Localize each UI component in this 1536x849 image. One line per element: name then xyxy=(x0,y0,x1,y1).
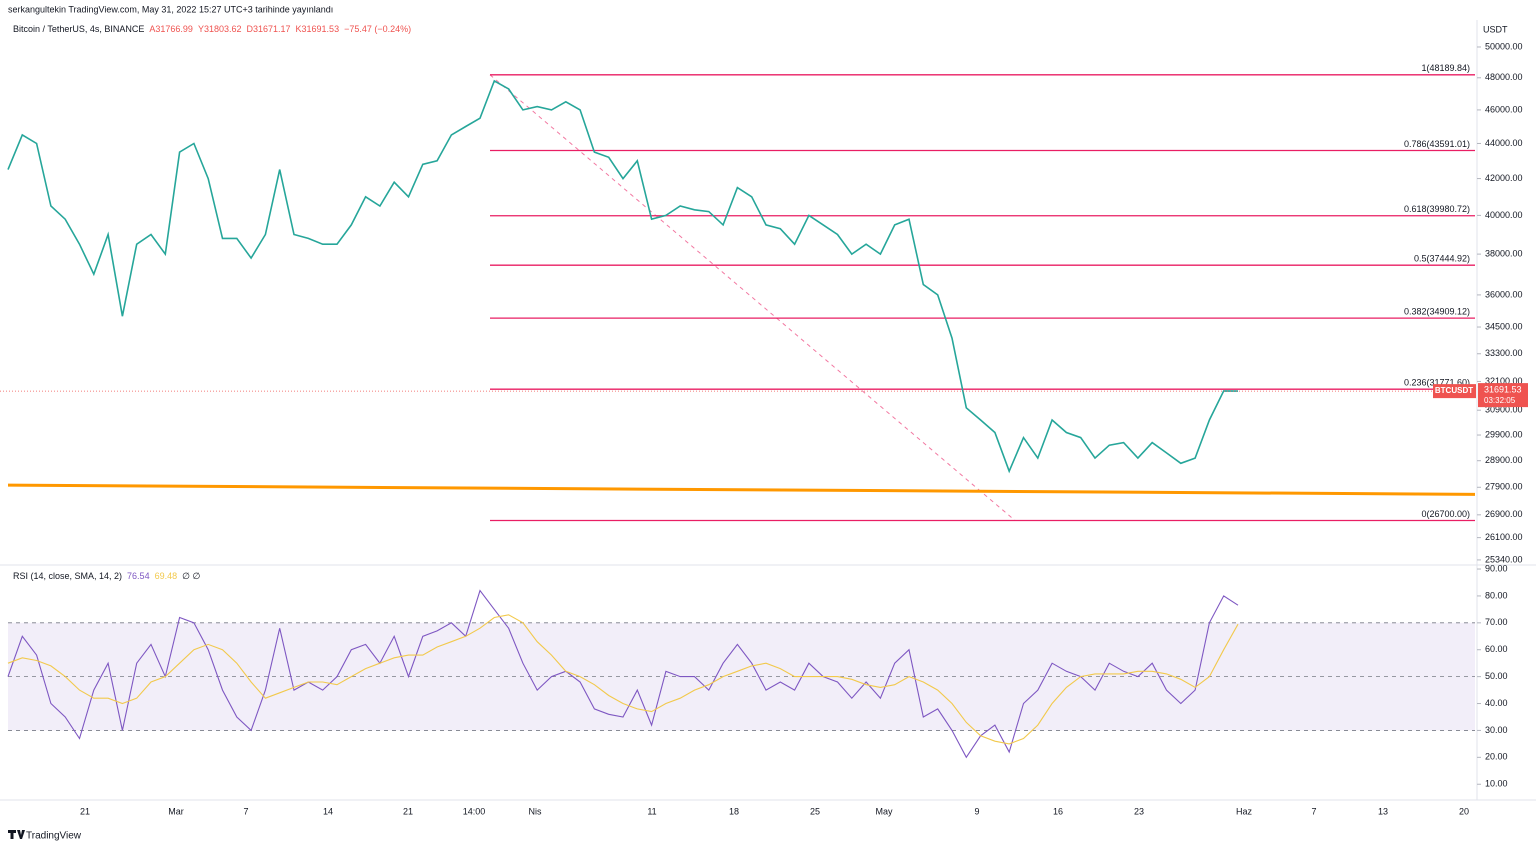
series-line xyxy=(7,589,1239,759)
y-tick-label: 46000.00 xyxy=(1485,104,1523,114)
publisher: serkangultekin TradingView.com, May 31, … xyxy=(8,4,333,14)
x-tick-label: Haz xyxy=(1236,806,1253,816)
y-tick-label: 30900.00 xyxy=(1485,405,1523,415)
y-tick-label: 70.00 xyxy=(1485,617,1508,627)
x-tick-label: 14 xyxy=(323,806,333,816)
x-tick-label: 14:00 xyxy=(463,806,486,816)
price-tag-label: 31691.53 xyxy=(1484,384,1522,394)
brand-logo xyxy=(8,830,25,839)
y-tick-label: 40000.00 xyxy=(1485,210,1523,220)
y-tick-label: 38000.00 xyxy=(1485,248,1523,258)
y-tick-label: 60.00 xyxy=(1485,644,1508,654)
rsi-legend-value: 76.54 xyxy=(127,571,150,581)
fib-label: 0.5(37444.92) xyxy=(1414,254,1470,264)
y-tick-label: 50.00 xyxy=(1485,671,1508,681)
y-tick-label: 27900.00 xyxy=(1485,482,1523,492)
rsi-band xyxy=(8,622,1475,731)
axis-unit: USDT xyxy=(1483,24,1508,34)
x-tick-label: 23 xyxy=(1134,806,1144,816)
ohlc-value: Y31803.62 xyxy=(198,24,242,34)
rsi-legend-tail: ∅ ∅ xyxy=(182,571,200,581)
series-line xyxy=(7,79,1239,474)
fib-label: 0(26700.00) xyxy=(1421,509,1470,519)
ohlc-value: K31691.53 xyxy=(296,24,340,34)
x-tick-label: 11 xyxy=(647,806,656,816)
x-tick-label: 18 xyxy=(729,806,739,816)
fib-diagonal xyxy=(489,74,1016,521)
x-tick-label: 21 xyxy=(403,806,413,816)
fib-label: 0.236(31771.60) xyxy=(1404,378,1470,388)
y-tick-label: 80.00 xyxy=(1485,590,1508,600)
symbol-tag-label: BTCUSDT xyxy=(1435,386,1473,395)
y-tick-label: 26900.00 xyxy=(1485,509,1523,519)
series-line xyxy=(7,614,1239,745)
y-tick-label: 10.00 xyxy=(1485,779,1508,789)
rsi-legend-value: 69.48 xyxy=(155,571,178,581)
y-tick-label: 29900.00 xyxy=(1485,429,1523,439)
y-tick-label: 33300.00 xyxy=(1485,348,1523,358)
y-tick-label: 40.00 xyxy=(1485,698,1508,708)
y-tick-label: 32100.00 xyxy=(1485,376,1523,386)
x-tick-label: 13 xyxy=(1378,806,1388,816)
trendline xyxy=(7,483,1476,496)
y-tick-label: 36000.00 xyxy=(1485,289,1523,299)
rsi-title: RSI (14, close, SMA, 14, 2) xyxy=(13,571,122,581)
x-tick-label: Mar xyxy=(168,806,184,816)
x-tick-label: 25 xyxy=(810,806,820,816)
fib-label: 0.382(34909.12) xyxy=(1404,307,1470,317)
y-tick-label: 90.00 xyxy=(1485,563,1508,573)
fib-label: 0.786(43591.01) xyxy=(1404,139,1470,149)
ohlc-value: D31671.17 xyxy=(246,24,290,34)
countdown: 03:32:05 xyxy=(1484,396,1516,405)
x-tick-label: 9 xyxy=(974,806,979,816)
x-tick-label: 21 xyxy=(80,806,90,816)
chart-title: Bitcoin / TetherUS, 4s, BINANCE A31766.99… xyxy=(13,24,411,34)
y-tick-label: 30.00 xyxy=(1485,725,1508,735)
symbol: Bitcoin / TetherUS, 4s, BINANCE xyxy=(13,24,144,34)
y-tick-label: 44000.00 xyxy=(1485,138,1523,148)
rsi-legend: RSI (14, close, SMA, 14, 2) 76.54 69.48 ∅ ∅ xyxy=(13,571,200,581)
x-tick-label: May xyxy=(875,806,893,816)
y-tick-label: 42000.00 xyxy=(1485,173,1523,183)
x-tick-label: 16 xyxy=(1053,806,1063,816)
price-tag xyxy=(1478,383,1528,408)
y-tick-label: 25340.00 xyxy=(1485,554,1523,564)
y-tick-label: 50000.00 xyxy=(1485,41,1523,51)
y-tick-label: 34500.00 xyxy=(1485,321,1523,331)
y-tick-label: 48000.00 xyxy=(1485,72,1523,82)
x-tick-label: 20 xyxy=(1459,806,1469,816)
x-tick-label: Nis xyxy=(529,806,542,816)
fib-label: 0.618(39980.72) xyxy=(1404,204,1470,214)
x-tick-label: 7 xyxy=(243,806,248,816)
y-tick-label: 28900.00 xyxy=(1485,455,1523,465)
y-tick-label: 20.00 xyxy=(1485,752,1508,762)
fib-label: 1(48189.84) xyxy=(1421,63,1470,73)
ohlc-value: −75.47 (−0.24%) xyxy=(344,24,411,34)
ohlc-value: A31766.99 xyxy=(149,24,193,34)
y-tick-label: 26100.00 xyxy=(1485,532,1523,542)
x-tick-label: 7 xyxy=(1311,806,1316,816)
brand: TradingView xyxy=(26,831,82,842)
symbol-tag xyxy=(1433,384,1476,399)
